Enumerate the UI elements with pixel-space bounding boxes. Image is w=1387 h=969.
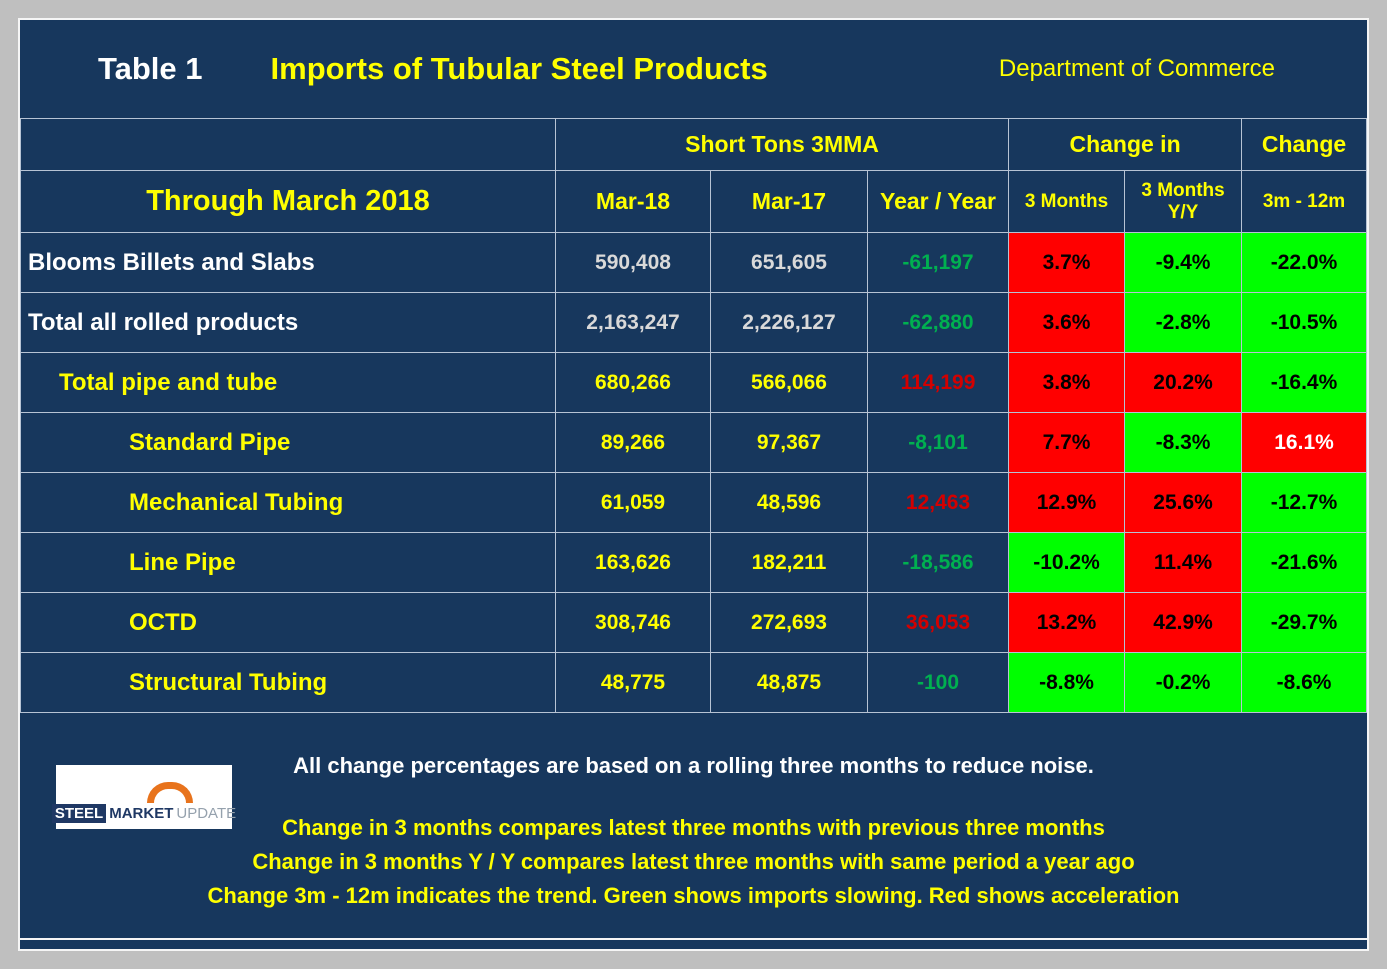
logo-text: STEEL MARKET UPDATE: [51, 804, 237, 823]
yoy-value: -62,880: [866, 292, 1010, 353]
col-header-mar18: Mar-18: [555, 170, 711, 233]
mar17-value: 182,211: [710, 532, 868, 593]
col-header-mar17: Mar-17: [710, 170, 868, 233]
smu-logo: STEEL MARKET UPDATE: [51, 765, 236, 829]
pct-3m-12m: -21.6%: [1241, 532, 1367, 593]
col-header-3-months: 3 Months: [1008, 170, 1126, 233]
col-header-year-year: Year / Year: [866, 170, 1010, 233]
pct-3-months-yy: -0.2%: [1124, 652, 1243, 713]
mar18-value: 163,626: [555, 532, 711, 593]
yoy-value: -18,586: [866, 532, 1010, 593]
footnote-3-months-yy: Change in 3 months Y / Y compares latest…: [252, 849, 1135, 874]
row-label: Standard Pipe: [20, 412, 556, 473]
mar18-value: 2,163,247: [555, 292, 711, 353]
table-row: Standard Pipe 89,266 97,367 -8,101 7.7% -8.3%…: [20, 412, 1367, 473]
pct-3-months: 3.7%: [1008, 232, 1126, 293]
pct-3-months: 12.9%: [1008, 472, 1126, 533]
row-label: Total all rolled products: [20, 292, 556, 353]
mar18-value: 308,746: [555, 592, 711, 653]
logo-market: MARKET: [109, 805, 174, 822]
footer-divider: [20, 938, 1367, 940]
pct-3-months: 3.6%: [1008, 292, 1126, 353]
footer: STEEL MARKET UPDATE All change percentages…: [20, 713, 1367, 948]
mar17-value: 272,693: [710, 592, 868, 653]
mar18-value: 48,775: [555, 652, 711, 713]
table-number-label: Table 1: [98, 51, 203, 86]
group-header-empty: [20, 118, 556, 171]
row-label: Mechanical Tubing: [20, 472, 556, 533]
report-panel: Table 1 Imports of Tubular Steel Product…: [18, 18, 1369, 951]
mar18-value: 61,059: [555, 472, 711, 533]
report-title: Imports of Tubular Steel Products: [270, 51, 768, 86]
source-label: Department of Commerce: [998, 55, 1275, 82]
pct-3-months-yy: -2.8%: [1124, 292, 1243, 353]
table-row: OCTD 308,746 272,693 36,053 13.2% 42.9% -29.7%: [20, 592, 1367, 653]
pct-3-months-yy: 20.2%: [1124, 352, 1243, 413]
pct-3-months: 3.8%: [1008, 352, 1126, 413]
mar17-value: 2,226,127: [710, 292, 868, 353]
mar17-value: 48,596: [710, 472, 868, 533]
row-label: Structural Tubing: [20, 652, 556, 713]
pct-3-months-yy: -8.3%: [1124, 412, 1243, 473]
mar17-value: 566,066: [710, 352, 868, 413]
table-row: Structural Tubing 48,775 48,875 -100 -8.8% -0…: [20, 652, 1367, 713]
col-header-period: Through March 2018: [20, 170, 556, 233]
group-header-change: Change: [1241, 118, 1367, 171]
mar17-value: 48,875: [710, 652, 868, 713]
table-row: Total pipe and tube 680,266 566,066 114,199…: [20, 352, 1367, 413]
pct-3-months-yy: 25.6%: [1124, 472, 1243, 533]
col-header-3m-12m: 3m - 12m: [1241, 170, 1367, 233]
table-row: Total all rolled products 2,163,247 2,226,…: [20, 292, 1367, 353]
footnote-3m-12m: Change 3m - 12m indicates the trend. Gre…: [207, 883, 1180, 908]
footnotes: All change percentages are based on a ro…: [20, 713, 1367, 913]
group-header-short-tons: Short Tons 3MMA: [554, 118, 1010, 171]
footnote-3-months: Change in 3 months compares latest three…: [282, 815, 1105, 840]
pct-3m-12m: -12.7%: [1241, 472, 1367, 533]
pct-3-months-yy: 11.4%: [1124, 532, 1243, 593]
pct-3-months: -10.2%: [1008, 532, 1126, 593]
logo-swoosh-icon: [147, 782, 193, 803]
row-label: Total pipe and tube: [20, 352, 556, 413]
pct-3-months-yy: -9.4%: [1124, 232, 1243, 293]
pct-3-months: 13.2%: [1008, 592, 1126, 653]
mar18-value: 590,408: [555, 232, 711, 293]
pct-3m-12m: -29.7%: [1241, 592, 1367, 653]
table-row: Blooms Billets and Slabs 590,408 651,605 -6…: [20, 232, 1367, 293]
yoy-value: 12,463: [866, 472, 1010, 533]
imports-table: Short Tons 3MMA Change in Change Through…: [20, 118, 1367, 713]
group-header-change-in: Change in: [1008, 118, 1243, 171]
yoy-value: -100: [866, 652, 1010, 713]
row-label: Blooms Billets and Slabs: [20, 232, 556, 293]
column-header-row: Through March 2018 Mar-18 Mar-17 Year / …: [20, 170, 1367, 233]
table-row: Line Pipe 163,626 182,211 -18,586 -10.2% 11.4…: [20, 532, 1367, 593]
logo-steel: STEEL: [51, 804, 107, 823]
pct-3m-12m: -16.4%: [1241, 352, 1367, 413]
pct-3m-12m: -8.6%: [1241, 652, 1367, 713]
row-label: Line Pipe: [20, 532, 556, 593]
title-row: Table 1 Imports of Tubular Steel Product…: [20, 20, 1367, 118]
mar18-value: 680,266: [555, 352, 711, 413]
yoy-value: -8,101: [866, 412, 1010, 473]
col-header-3-months-yy: 3 Months Y/Y: [1124, 170, 1243, 233]
pct-3m-12m: -22.0%: [1241, 232, 1367, 293]
pct-3m-12m: 16.1%: [1241, 412, 1367, 473]
mar17-value: 651,605: [710, 232, 868, 293]
yoy-value: 36,053: [866, 592, 1010, 653]
table-row: Mechanical Tubing 61,059 48,596 12,463 12.9%…: [20, 472, 1367, 533]
pct-3-months-yy: 42.9%: [1124, 592, 1243, 653]
yoy-value: -61,197: [866, 232, 1010, 293]
mar18-value: 89,266: [555, 412, 711, 473]
group-header-row: Short Tons 3MMA Change in Change: [20, 118, 1367, 171]
footnote-rolling: All change percentages are based on a ro…: [293, 753, 1094, 778]
mar17-value: 97,367: [710, 412, 868, 473]
pct-3-months: 7.7%: [1008, 412, 1126, 473]
pct-3-months: -8.8%: [1008, 652, 1126, 713]
pct-3m-12m: -10.5%: [1241, 292, 1367, 353]
row-label: OCTD: [20, 592, 556, 653]
yoy-value: 114,199: [866, 352, 1010, 413]
logo-update: UPDATE: [176, 805, 237, 822]
